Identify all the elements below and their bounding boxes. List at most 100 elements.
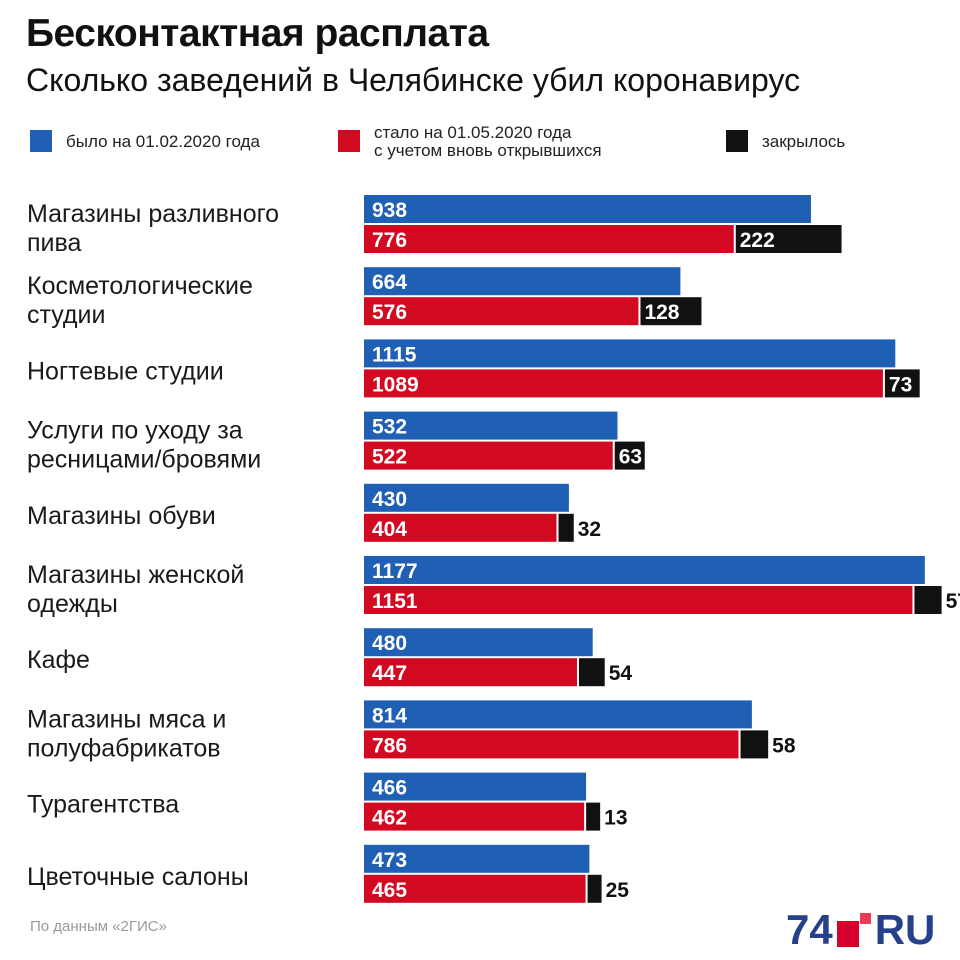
bar-before-value-label: 473 [372,849,407,872]
bar-closed [558,513,574,542]
bar-after [364,225,734,253]
bar-closed [640,297,702,326]
bar-after-value-label: 522 [372,446,407,469]
bar-before [364,339,896,368]
bar-closed-value-label: 63 [619,446,642,469]
category-label-line: Турагентства [27,791,179,819]
bar-after-value-label: 786 [372,734,407,757]
category-label-line: одежды [27,590,118,618]
legend-swatch-closed [726,130,748,152]
bar-before [364,483,569,512]
category-label: Цветочные салоны [27,863,249,891]
bar-after-value-label: 1089 [372,373,419,396]
category-label: Ногтевые студии [27,357,224,385]
category-label: Услуги по уходу за ресницами/бровями [27,417,261,474]
category-label: Турагентства [27,791,179,819]
bar-after [364,513,557,542]
bar-before-value-label: 430 [372,488,407,511]
bar-closed [735,225,842,253]
bar-before [364,556,925,584]
category-label-line: полуфабрикатов [27,734,221,762]
bar-after-value-label: 1151 [372,590,418,613]
bar-closed-value-label: 222 [740,229,775,252]
bar-closed [586,802,601,831]
bar-before-value-label: 532 [372,416,407,439]
bar-closed [740,730,769,759]
bar-after-value-label: 465 [372,879,407,902]
bar-closed-value-label: 57 [946,590,960,613]
bar-before-value-label: 1115 [372,343,417,366]
category-label-line: Ногтевые студии [27,357,224,385]
chart-subtitle: Сколько заведений в Челябинске убил коро… [26,62,801,98]
category-label: Магазины обуви [27,502,216,530]
legend-swatch-after [338,130,360,152]
legend-label-closed: закрылось [762,132,846,151]
source-note: По данным «2ГИС» [30,918,167,935]
category-label-line: Магазины женской [27,561,244,589]
category-label-line: ресницами/бровями [27,446,261,474]
bar-before-value-label: 814 [372,704,407,727]
bar-before-value-label: 664 [372,271,407,294]
bar-after-value-label: 447 [372,662,407,685]
bar-after [364,874,586,903]
legend-label-before: было на 01.02.2020 года [66,132,260,151]
bar-after [364,802,585,831]
bar-after [364,297,639,326]
category-label-line: Цветочные салоны [27,863,249,891]
bar-before-value-label: 1177 [372,560,418,583]
brand-logo[interactable]: 74 RU [786,906,935,954]
category-label-line: Магазины разливного [27,200,279,228]
bar-closed-value-label: 54 [609,662,633,685]
bar-closed-value-label: 25 [606,879,630,902]
legend-label-after: стало на 01.05.2020 года с учетом вновь … [374,123,602,160]
bar-after-value-label: 404 [372,518,407,541]
category-label: Магазины мяса и полуфабрикатов [27,705,226,762]
category-label-line: Косметологические [27,272,253,300]
bar-before-value-label: 938 [372,199,407,222]
category-label: Кафе [27,646,90,674]
bar-before [364,844,590,873]
category-label-line: Магазины обуви [27,502,216,530]
bar-after [364,586,913,614]
bar-before [364,411,618,440]
bar-closed-value-label: 73 [889,373,912,396]
bar-before-value-label: 466 [372,777,407,800]
bar-after [364,369,883,398]
bar-closed [587,874,602,903]
bar-closed [578,658,605,687]
legend-item-closed: закрылось [726,128,845,152]
category-label-line: студии [27,301,105,329]
bar-before [364,267,681,296]
bar-closed [914,586,942,614]
bar-after-value-label: 576 [372,301,407,324]
bar-closed-value-label: 128 [644,301,679,324]
bar-before [364,700,752,729]
category-label: Магазины женской одежды [27,561,244,618]
bar-after-value-label: 776 [372,229,407,252]
bar-before [364,195,811,223]
bar-after [364,730,739,759]
bar-after [364,658,577,687]
brand-mark-icon [836,913,871,947]
brand-number: 74 [786,906,833,953]
category-label: Магазины разливного пива [27,200,279,257]
legend-swatch-before [30,130,52,152]
bar-before [364,628,593,657]
category-label-line: Кафе [27,646,90,674]
bar-after [364,441,613,470]
category-label-line: пива [27,229,82,257]
legend-item-before: было на 01.02.2020 года [30,128,260,152]
bar-before [364,772,587,801]
bar-closed-value-label: 32 [578,518,601,541]
bar-after-value-label: 462 [372,807,407,830]
chart-title: Бесконтактная расплата [26,12,489,55]
category-label-line: Магазины мяса и [27,705,226,733]
bar-before-value-label: 480 [372,632,407,655]
bar-closed [884,369,920,398]
legend-item-after: стало на 01.05.2020 года с учетом вновь … [338,124,602,160]
bar-closed-value-label: 58 [772,734,796,757]
category-label-line: Услуги по уходу за [27,417,243,445]
bar-closed-value-label: 13 [604,807,627,830]
brand-suffix: RU [874,906,936,953]
